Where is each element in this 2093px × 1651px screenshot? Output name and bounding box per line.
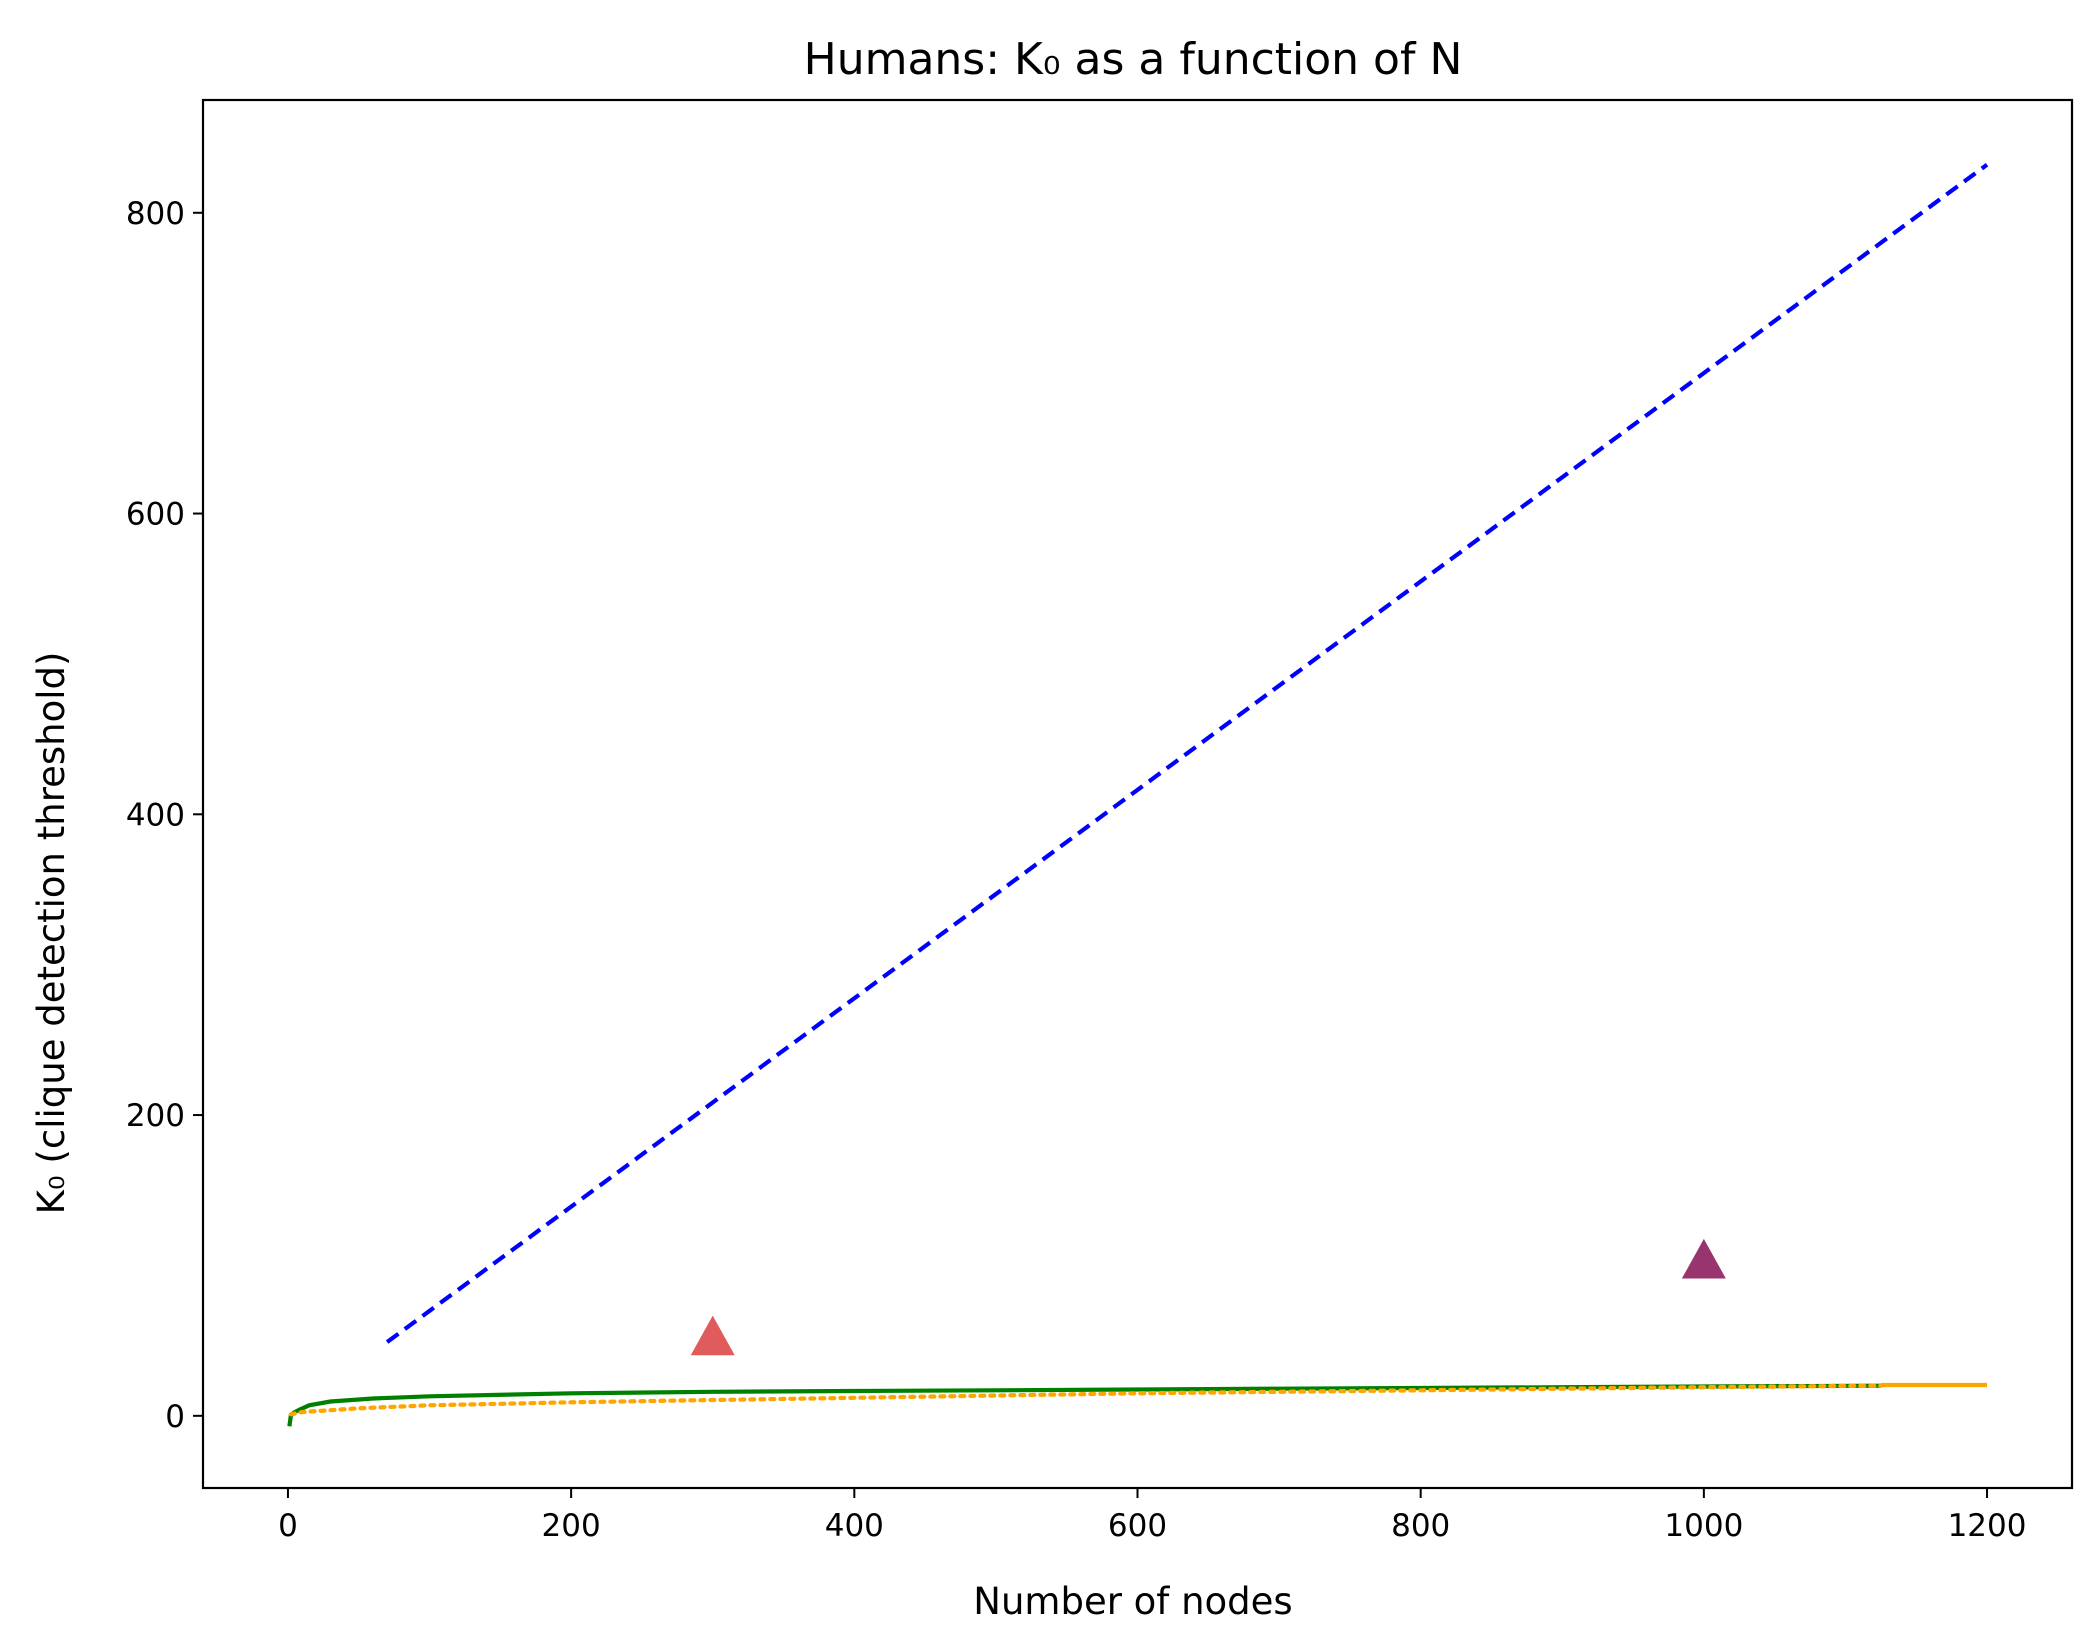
y-tick-label: 600 [126,497,185,533]
series-line-1 [385,163,1989,1344]
y-tick-label: 400 [126,797,185,833]
x-axis-label: Number of nodes [973,1580,1292,1623]
x-tick-label: 200 [542,1508,601,1544]
y-tick-label: 0 [165,1399,185,1435]
x-tick-label: 800 [1391,1508,1450,1544]
x-tick-label: 1000 [1664,1508,1743,1544]
series-line-3 [288,1383,1884,1417]
y-axis-label: K₀ (clique detection threshold) [30,652,73,1215]
y-tick-label: 800 [126,196,185,232]
chart-title: Humans: K₀ as a function of N [804,34,1463,85]
plot-area [287,163,1989,1427]
series-line-2 [287,1383,1881,1427]
y-tick-label: 200 [126,1098,185,1134]
y-axis: 0 200 400 600 800 [126,196,203,1435]
x-tick-label: 400 [825,1508,884,1544]
x-tick-label: 600 [1108,1508,1167,1544]
x-tick-label: 0 [278,1508,298,1544]
triangle-marker-1 [690,1315,735,1356]
x-axis: 0 200 400 600 800 1000 1200 [278,1488,2026,1544]
x-tick-label: 1200 [1948,1508,2027,1544]
triangle-marker-2 [1681,1238,1726,1279]
